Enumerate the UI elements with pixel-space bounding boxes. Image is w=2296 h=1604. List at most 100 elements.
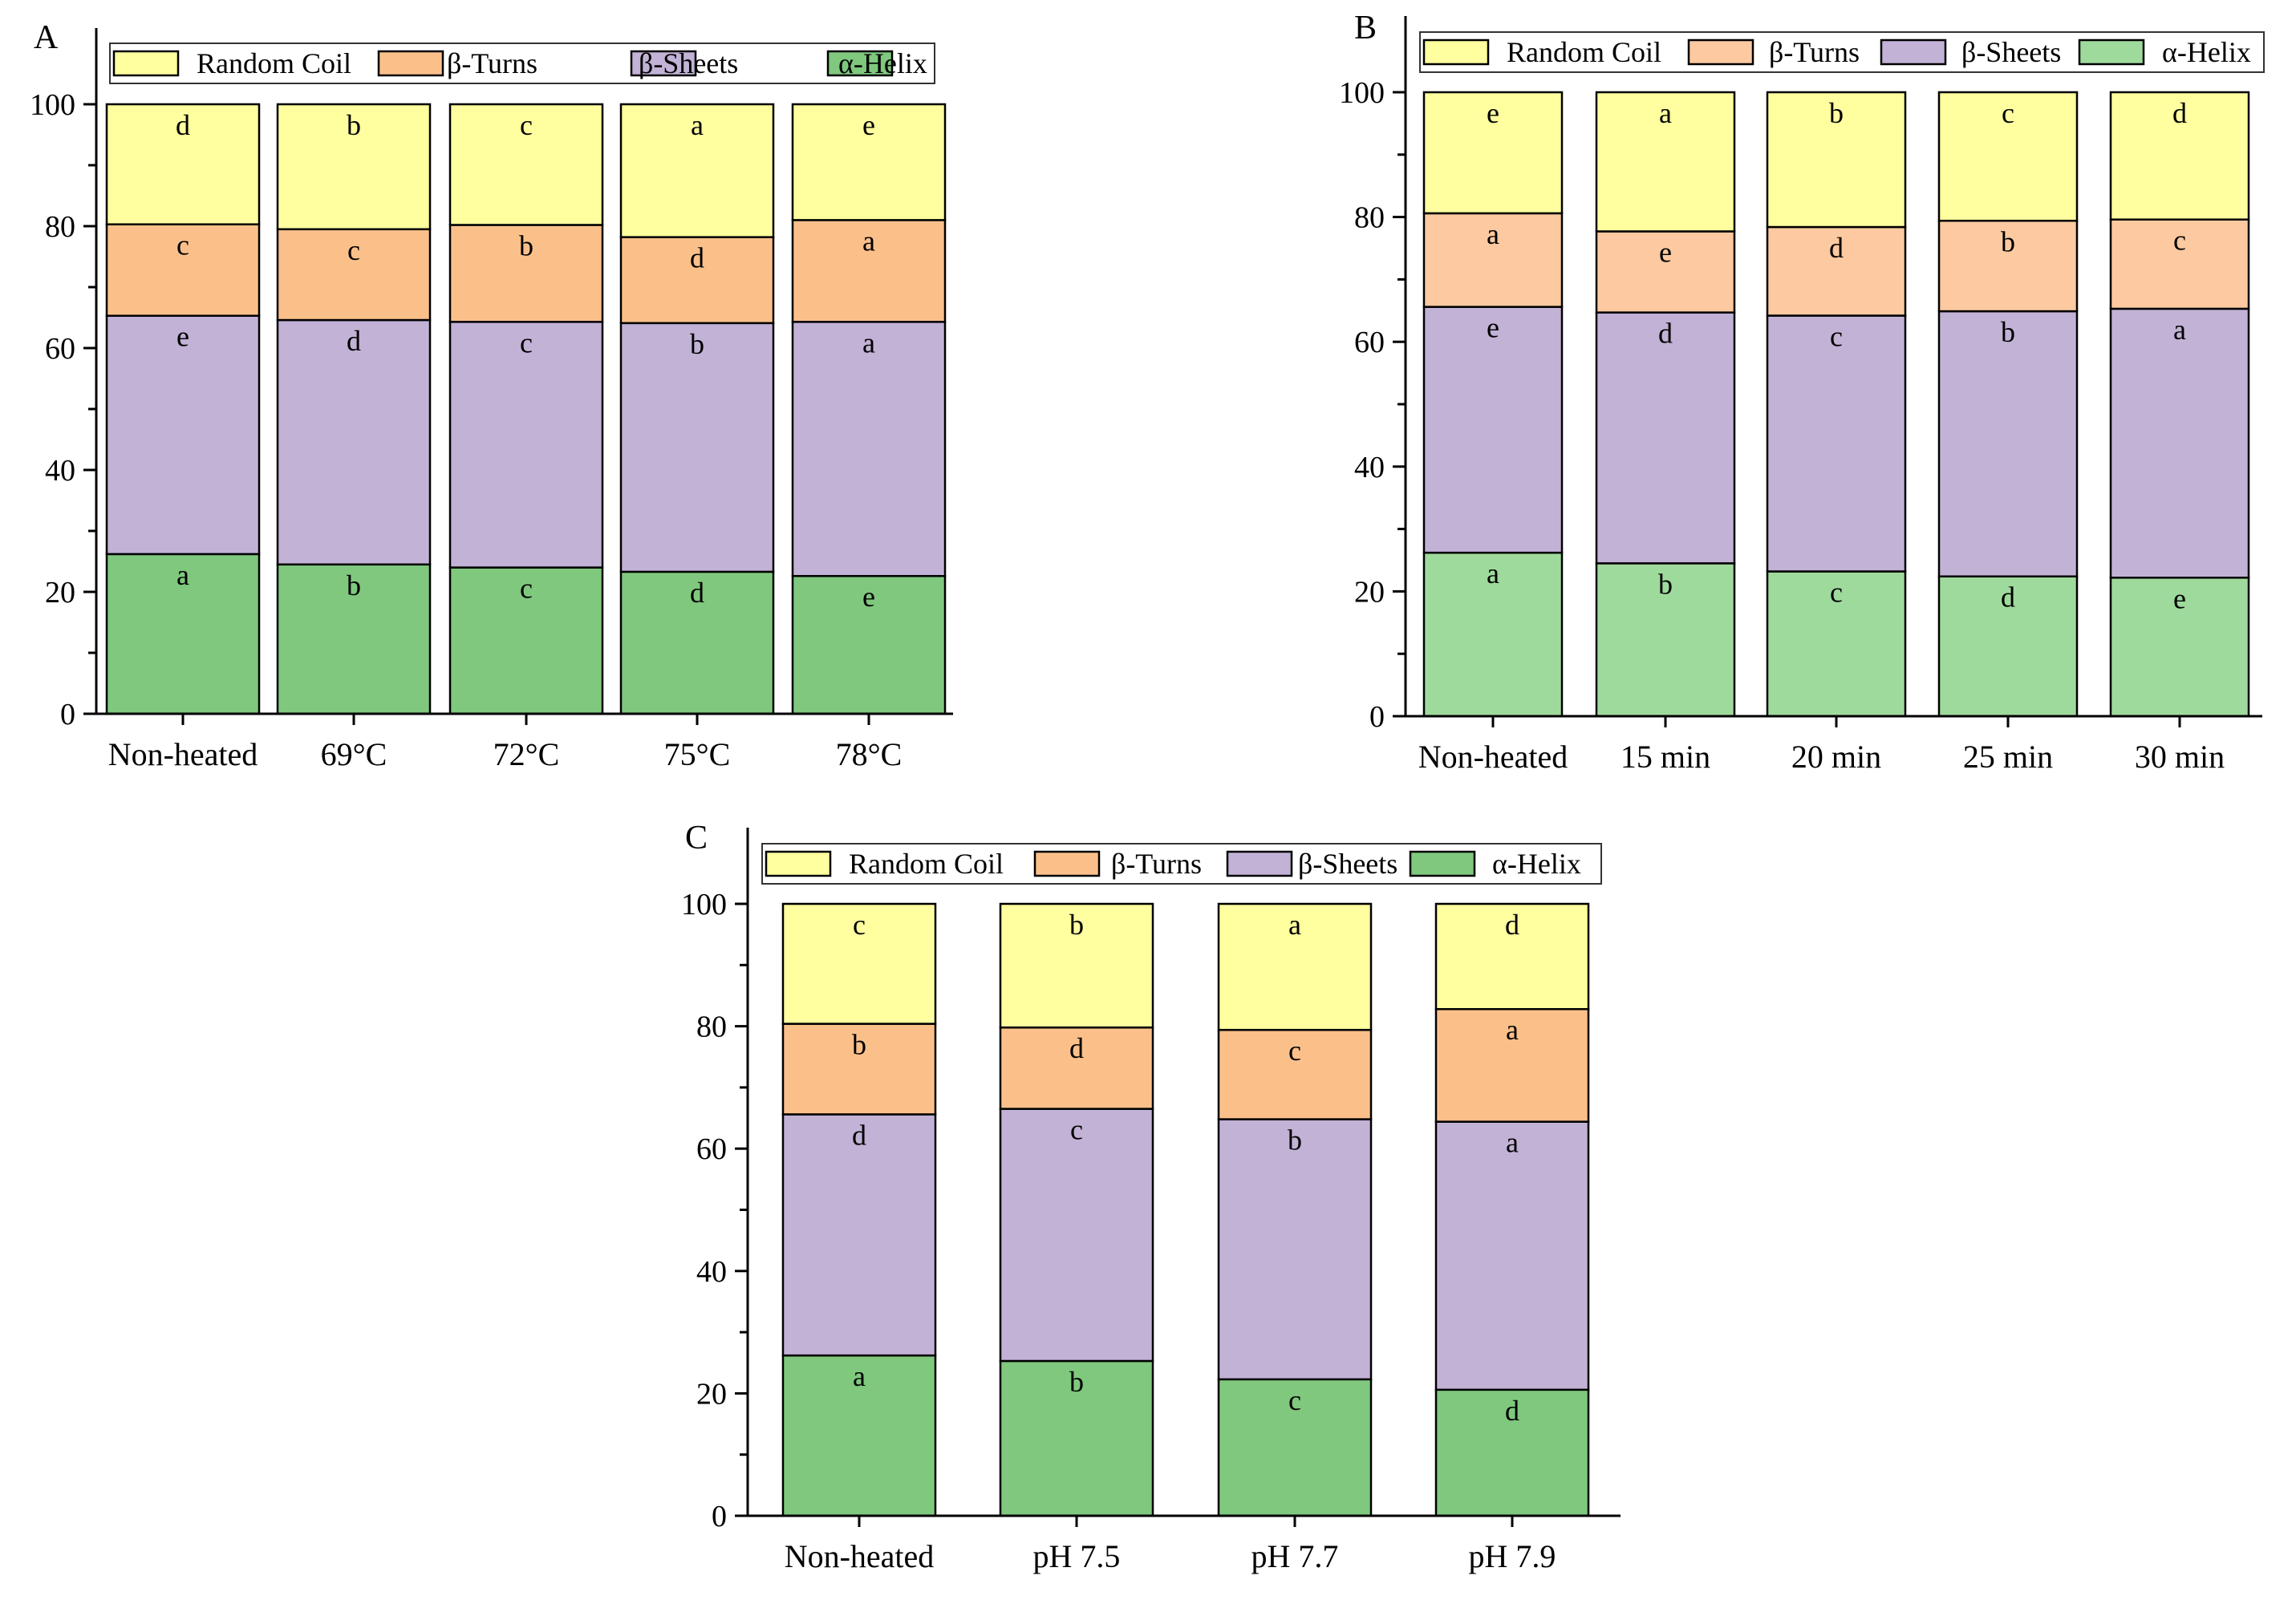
significance-letter: e — [2173, 582, 2186, 614]
y-tick-label: 100 — [30, 88, 75, 122]
bar-segment-beta-sheets-ph-7-7 — [1217, 1118, 1373, 1381]
y-tick-label: 80 — [1354, 201, 1385, 235]
panel-letter: B — [1354, 10, 1377, 47]
significance-letter: a — [691, 109, 704, 141]
bar-segment-random-coil-75c — [619, 103, 775, 238]
bar-segment-beta-turns-78c — [791, 219, 947, 323]
legend-swatch-beta-sheets — [630, 50, 697, 77]
significance-letter: b — [1658, 568, 1673, 600]
legend-label-beta-turns: β-Turns — [1111, 848, 1202, 880]
legend-label-alpha-helix: α-Helix — [2162, 36, 2251, 68]
significance-letter: d — [690, 242, 704, 274]
bar-segment-beta-sheets-69c — [276, 318, 432, 566]
bar-segment-random-coil-ph-7-9 — [1434, 902, 1590, 1011]
legend-label-random-coil: Random Coil — [197, 47, 351, 79]
x-tick-label: 75°C — [664, 736, 731, 772]
significance-letter: c — [1830, 321, 1843, 353]
bar-segment-alpha-helix-20-min — [1766, 570, 1907, 718]
legend-swatch-beta-sheets — [1880, 38, 1947, 66]
significance-letter: c — [1830, 577, 1843, 609]
significance-letter: e — [1659, 236, 1672, 268]
legend-label-beta-turns: β-Turns — [1769, 36, 1860, 68]
y-tick-label: 20 — [1354, 575, 1385, 609]
x-tick-label: pH 7.7 — [1251, 1538, 1339, 1574]
significance-letter: b — [1829, 97, 1844, 129]
bar-segment-beta-sheets-25-min — [1937, 310, 2079, 577]
y-tick-label: 100 — [681, 888, 727, 921]
significance-letter: e — [176, 321, 189, 353]
legend-label-alpha-helix: α-Helix — [1492, 848, 1581, 880]
bar-segment-random-coil-30-min — [2109, 91, 2250, 221]
y-tick-label: 20 — [696, 1377, 727, 1411]
panel-a-chart: Aa e c d Non-heated b d c b 69°C c c b c 72°C d b d a 75°C e… — [30, 19, 953, 772]
legend: Random Coil β-Turns β-Sheets α-Helix — [1419, 31, 2265, 73]
bar-segment-beta-sheets-ph-7-9 — [1434, 1120, 1590, 1391]
significance-letter: a — [1288, 909, 1301, 941]
significance-letter: e — [862, 581, 875, 613]
significance-letter: b — [2001, 316, 2015, 348]
y-tick-label: 60 — [45, 332, 75, 366]
bar-segment-beta-sheets-75c — [619, 322, 775, 573]
significance-letter: c — [520, 109, 533, 141]
significance-letter: b — [1069, 1366, 1084, 1398]
significance-letter: c — [1288, 1384, 1301, 1416]
significance-letter: d — [2172, 97, 2187, 129]
significance-letter: e — [862, 109, 875, 141]
y-tick-label: 0 — [60, 698, 75, 731]
x-tick-label: pH 7.9 — [1469, 1538, 1556, 1574]
x-tick-label: 78°C — [836, 736, 903, 772]
y-tick-label: 60 — [696, 1132, 727, 1166]
significance-letter: a — [176, 559, 189, 591]
significance-letter: c — [176, 229, 189, 261]
bar-segment-random-coil-ph-7-7 — [1217, 902, 1373, 1031]
significance-letter: b — [1069, 909, 1084, 941]
legend-frame — [109, 43, 935, 84]
significance-letter: c — [1288, 1035, 1301, 1067]
significance-letter: a — [2173, 314, 2186, 346]
bar-segment-alpha-helix-non-heated — [1422, 551, 1564, 718]
legend-swatch-alpha-helix — [1409, 850, 1476, 877]
significance-letter: d — [347, 325, 361, 357]
bar-segment-beta-sheets-20-min — [1766, 314, 1907, 573]
significance-letter: c — [347, 234, 360, 266]
bar-segment-random-coil-78c — [791, 103, 947, 221]
bar-segment-beta-turns-ph-7-9 — [1434, 1007, 1590, 1123]
significance-letter: a — [1659, 97, 1672, 129]
legend-swatch-beta-sheets — [1226, 850, 1293, 877]
bar-segment-beta-turns-75c — [619, 236, 775, 325]
significance-letter: d — [1505, 909, 1519, 941]
significance-letter: b — [347, 109, 361, 141]
legend-label-beta-sheets: β-Sheets — [1961, 36, 2061, 68]
bar-segment-beta-turns-15-min — [1595, 230, 1736, 314]
x-tick-label: 30 min — [2135, 739, 2225, 775]
bar-segment-random-coil-non-heated — [781, 902, 937, 1025]
bar-segment-beta-sheets-ph-7-5 — [999, 1108, 1154, 1363]
legend-swatch-random-coil — [1422, 38, 1490, 66]
bar-segment-alpha-helix-ph-7-5 — [999, 1359, 1154, 1517]
significance-letter: d — [690, 577, 704, 609]
bar-segment-random-coil-25-min — [1937, 91, 2079, 222]
bar-segment-beta-turns-non-heated — [1422, 212, 1564, 308]
significance-letter: a — [1506, 1014, 1519, 1046]
x-tick-label: pH 7.5 — [1033, 1538, 1121, 1574]
significance-letter: a — [1506, 1127, 1519, 1159]
y-tick-label: 0 — [1369, 700, 1385, 734]
significance-letter: e — [1487, 312, 1499, 344]
x-tick-label: Non-heated — [785, 1538, 935, 1574]
significance-letter: a — [1487, 557, 1499, 589]
significance-letter: c — [1070, 1114, 1083, 1146]
bar-segment-beta-turns-72c — [448, 224, 604, 323]
legend: Random Coil β-Turns β-Sheets α-Helix — [109, 43, 935, 84]
legend-swatch-alpha-helix — [826, 50, 894, 77]
legend-swatch-beta-turns — [1687, 38, 1754, 66]
legend-label-beta-sheets: β-Sheets — [639, 47, 738, 79]
legend-label-random-coil: Random Coil — [1507, 36, 1661, 68]
bar-segment-alpha-helix-non-heated — [105, 553, 261, 715]
panel-c-chart: Ca d b c Non-heated b c d b pH 7.5 c b c a pH 7.7 d a a d p… — [681, 820, 1621, 1574]
significance-letter: d — [1505, 1395, 1519, 1427]
x-tick-label: Non-heated — [108, 736, 258, 772]
legend-label-random-coil: Random Coil — [849, 848, 1004, 880]
panel-letter: C — [685, 820, 708, 857]
legend-swatch-random-coil — [765, 850, 832, 877]
significance-letter: c — [2002, 97, 2014, 129]
